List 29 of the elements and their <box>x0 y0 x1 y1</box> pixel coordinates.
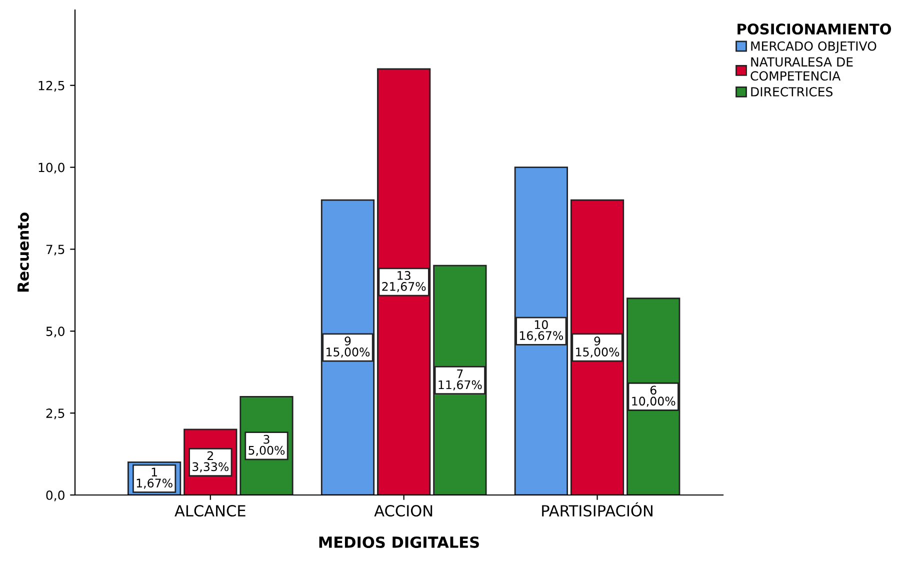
bar <box>377 68 431 495</box>
y-tick-label: 0,0 <box>46 490 64 502</box>
y-tick-label: 2,5 <box>46 408 64 420</box>
x-tick-label: PARTISIPACIÓN <box>542 502 652 517</box>
bar <box>570 199 624 495</box>
bar <box>514 166 568 495</box>
y-tick-label: 10,0 <box>38 162 64 174</box>
bar <box>433 264 487 495</box>
y-axis-title: Recuento <box>18 212 29 292</box>
y-tick-label: 5,0 <box>46 326 64 338</box>
x-tick-label: ALCANCE <box>174 504 246 517</box>
data-label: 9 15,00% <box>576 336 620 358</box>
data-label: 3 5,00% <box>248 434 285 456</box>
data-label: 10 16,67% <box>520 320 564 342</box>
data-label: 7 11,67% <box>438 369 482 390</box>
legend-label: NATURALESA DE COMPETENCIA <box>750 57 853 81</box>
y-tick-label: 12,5 <box>38 80 64 92</box>
data-label: 9 15,00% <box>326 336 370 358</box>
data-label: 1 1,67% <box>136 468 172 489</box>
data-label: 13 21,67% <box>382 271 426 292</box>
legend-title: POSICIONAMIENTO <box>738 24 891 35</box>
legend-label: DIRECTRICES <box>751 87 832 96</box>
legend-label: MERCADO OBJETIVO <box>751 41 876 54</box>
y-tick-label: 7,5 <box>46 244 64 256</box>
x-tick-label: ACCION <box>374 504 432 517</box>
bar <box>320 199 375 495</box>
x-axis-title: MEDIOS DIGITALES <box>319 536 479 548</box>
data-label: 2 3,33% <box>192 451 229 472</box>
data-label: 6 10,00% <box>632 386 676 407</box>
